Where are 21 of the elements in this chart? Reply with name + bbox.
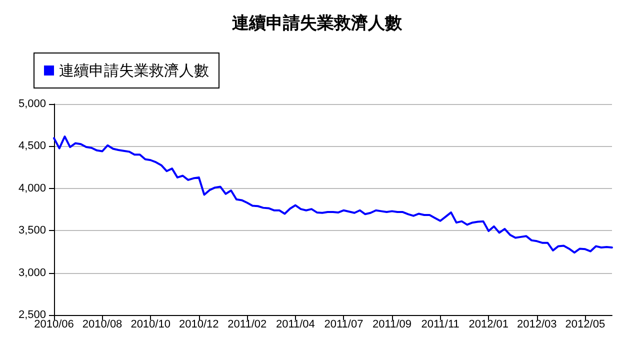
- x-tick-label: 2011/11: [421, 318, 460, 330]
- x-tick-label: 2011/04: [276, 318, 315, 330]
- x-tick-label: 2010/06: [34, 318, 74, 330]
- y-tick-label: 4,500: [18, 140, 46, 152]
- legend-label: 連續申請失業救濟人數: [59, 62, 209, 80]
- y-tick-label: 5,000: [18, 98, 46, 110]
- x-tick-label: 2012/03: [517, 318, 557, 330]
- x-tick-label: 2010/08: [82, 318, 122, 330]
- y-tick-label: 2,500: [18, 309, 46, 321]
- chart-title: 連續申請失業救濟人數: [232, 14, 403, 34]
- x-tick-label: 2011/02: [228, 318, 267, 330]
- x-tick-label: 2012/01: [468, 318, 508, 330]
- x-tick-label: 2010/10: [130, 318, 170, 330]
- y-tick-label: 3,500: [18, 224, 46, 237]
- x-tick-label: 2010/12: [178, 318, 219, 330]
- y-tick-label: 4,000: [18, 182, 46, 194]
- y-tick-label: 3,000: [18, 266, 46, 279]
- x-tick-label: 2011/09: [372, 318, 412, 330]
- x-tick-label: 2011/07: [324, 318, 364, 330]
- line-series: [53, 135, 613, 254]
- x-tick-label: 2012/05: [565, 318, 606, 330]
